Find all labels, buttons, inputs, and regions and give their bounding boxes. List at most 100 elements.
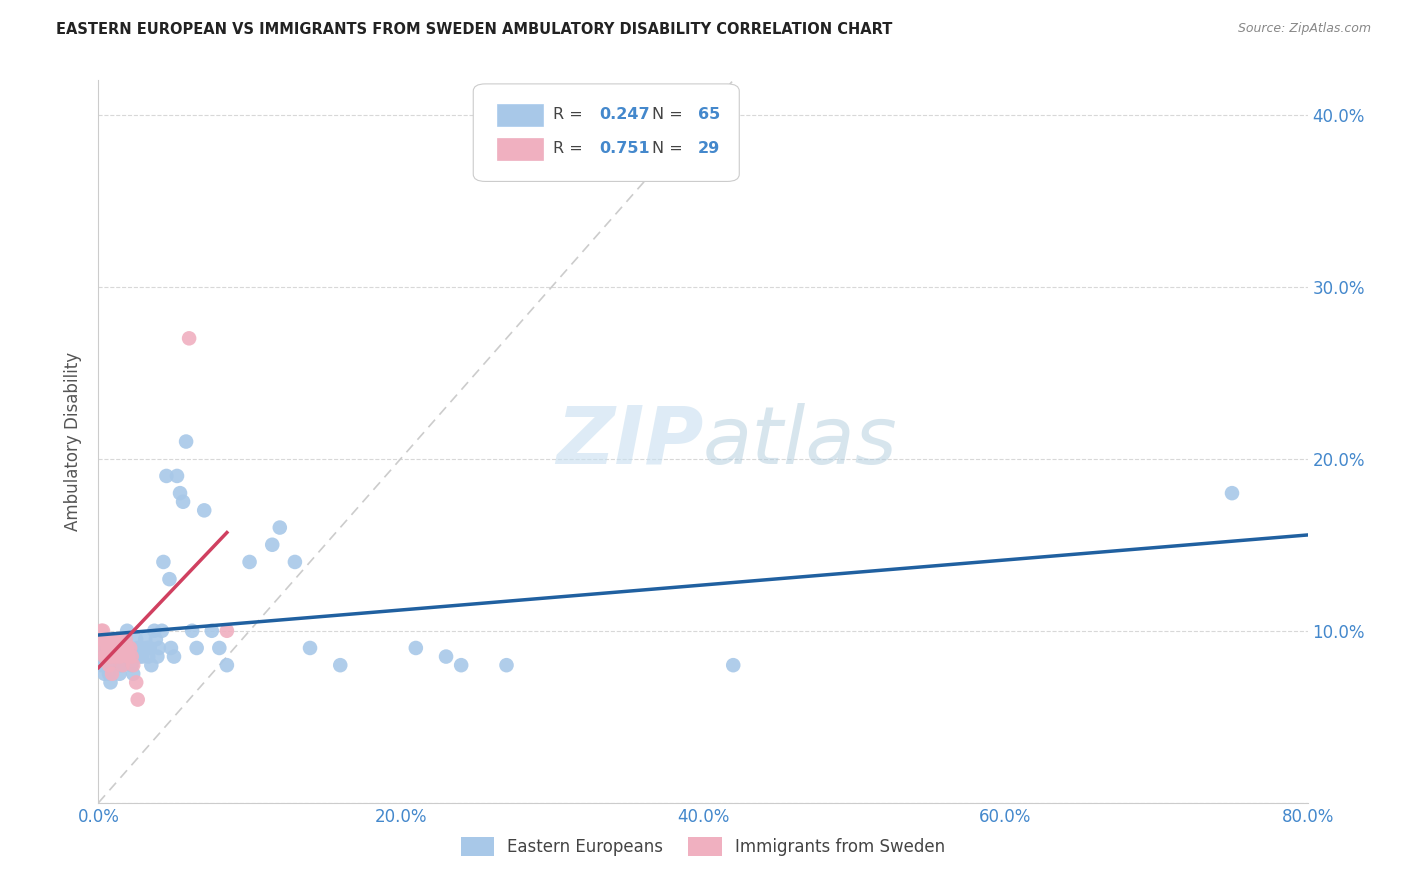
- Point: [148, 640, 170, 655]
- Point: [93, 649, 115, 664]
- Point: [186, 640, 208, 655]
- Point: [114, 632, 136, 647]
- Point: [284, 555, 307, 569]
- Point: [94, 649, 117, 664]
- Point: [495, 658, 517, 673]
- Point: [91, 624, 114, 638]
- Point: [108, 649, 131, 664]
- Text: ZIP: ZIP: [555, 402, 703, 481]
- Point: [107, 640, 129, 655]
- Point: [121, 649, 143, 664]
- Point: [118, 649, 141, 664]
- Point: [299, 640, 322, 655]
- Point: [120, 640, 142, 655]
- Point: [155, 469, 177, 483]
- Point: [201, 624, 224, 638]
- Point: [125, 632, 148, 647]
- Point: [93, 666, 115, 681]
- Point: [111, 658, 134, 673]
- Text: Source: ZipAtlas.com: Source: ZipAtlas.com: [1237, 22, 1371, 36]
- Text: 29: 29: [699, 142, 720, 156]
- Point: [193, 503, 215, 517]
- Text: 65: 65: [699, 107, 720, 122]
- Point: [269, 520, 291, 534]
- Point: [114, 632, 136, 647]
- Point: [166, 469, 188, 483]
- Point: [1220, 486, 1243, 500]
- Point: [215, 624, 238, 638]
- Text: EASTERN EUROPEAN VS IMMIGRANTS FROM SWEDEN AMBULATORY DISABILITY CORRELATION CHA: EASTERN EUROPEAN VS IMMIGRANTS FROM SWED…: [56, 22, 893, 37]
- Point: [100, 649, 122, 664]
- Point: [90, 632, 112, 647]
- Point: [105, 632, 128, 647]
- FancyBboxPatch shape: [498, 104, 543, 126]
- Text: 0.751: 0.751: [599, 142, 650, 156]
- Point: [152, 555, 174, 569]
- Point: [90, 658, 112, 673]
- Point: [160, 640, 183, 655]
- Point: [94, 640, 117, 655]
- Text: 0.247: 0.247: [599, 107, 650, 122]
- Point: [111, 658, 134, 673]
- Point: [108, 666, 131, 681]
- Point: [134, 632, 156, 647]
- Point: [239, 555, 262, 569]
- Point: [181, 624, 204, 638]
- FancyBboxPatch shape: [498, 138, 543, 160]
- Point: [434, 649, 457, 664]
- Text: atlas: atlas: [703, 402, 898, 481]
- Point: [96, 649, 118, 664]
- Point: [108, 658, 131, 673]
- Point: [146, 649, 169, 664]
- Point: [98, 666, 121, 681]
- FancyBboxPatch shape: [474, 84, 740, 181]
- Point: [90, 624, 112, 638]
- Point: [91, 649, 114, 664]
- Point: [145, 632, 167, 647]
- Point: [141, 658, 163, 673]
- Point: [120, 649, 142, 664]
- Y-axis label: Ambulatory Disability: Ambulatory Disability: [65, 352, 83, 531]
- Point: [163, 649, 186, 664]
- Point: [121, 658, 143, 673]
- Point: [91, 640, 114, 655]
- Point: [98, 658, 121, 673]
- Point: [135, 640, 157, 655]
- Point: [122, 666, 145, 681]
- Text: N =: N =: [652, 107, 688, 122]
- Point: [179, 331, 201, 345]
- Point: [104, 632, 127, 647]
- Point: [723, 658, 745, 673]
- Point: [110, 649, 132, 664]
- Point: [105, 649, 128, 664]
- Point: [101, 666, 124, 681]
- Point: [104, 649, 127, 664]
- Point: [122, 658, 145, 673]
- Point: [125, 675, 148, 690]
- Point: [94, 632, 117, 647]
- Point: [93, 632, 115, 647]
- Point: [115, 640, 138, 655]
- Point: [262, 538, 284, 552]
- Point: [103, 640, 125, 655]
- Point: [143, 624, 166, 638]
- Point: [129, 640, 152, 655]
- Legend: Eastern Europeans, Immigrants from Sweden: Eastern Europeans, Immigrants from Swede…: [454, 830, 952, 863]
- Point: [127, 640, 149, 655]
- Point: [450, 658, 472, 673]
- Point: [107, 640, 129, 655]
- Point: [131, 649, 153, 664]
- Point: [128, 649, 150, 664]
- Point: [115, 624, 138, 638]
- Point: [172, 494, 194, 508]
- Point: [110, 640, 132, 655]
- Point: [103, 640, 125, 655]
- Point: [159, 572, 181, 586]
- Point: [174, 434, 197, 449]
- Point: [139, 640, 162, 655]
- Point: [169, 486, 191, 500]
- Point: [405, 640, 427, 655]
- Point: [136, 649, 159, 664]
- Point: [98, 658, 121, 673]
- Text: R =: R =: [553, 107, 588, 122]
